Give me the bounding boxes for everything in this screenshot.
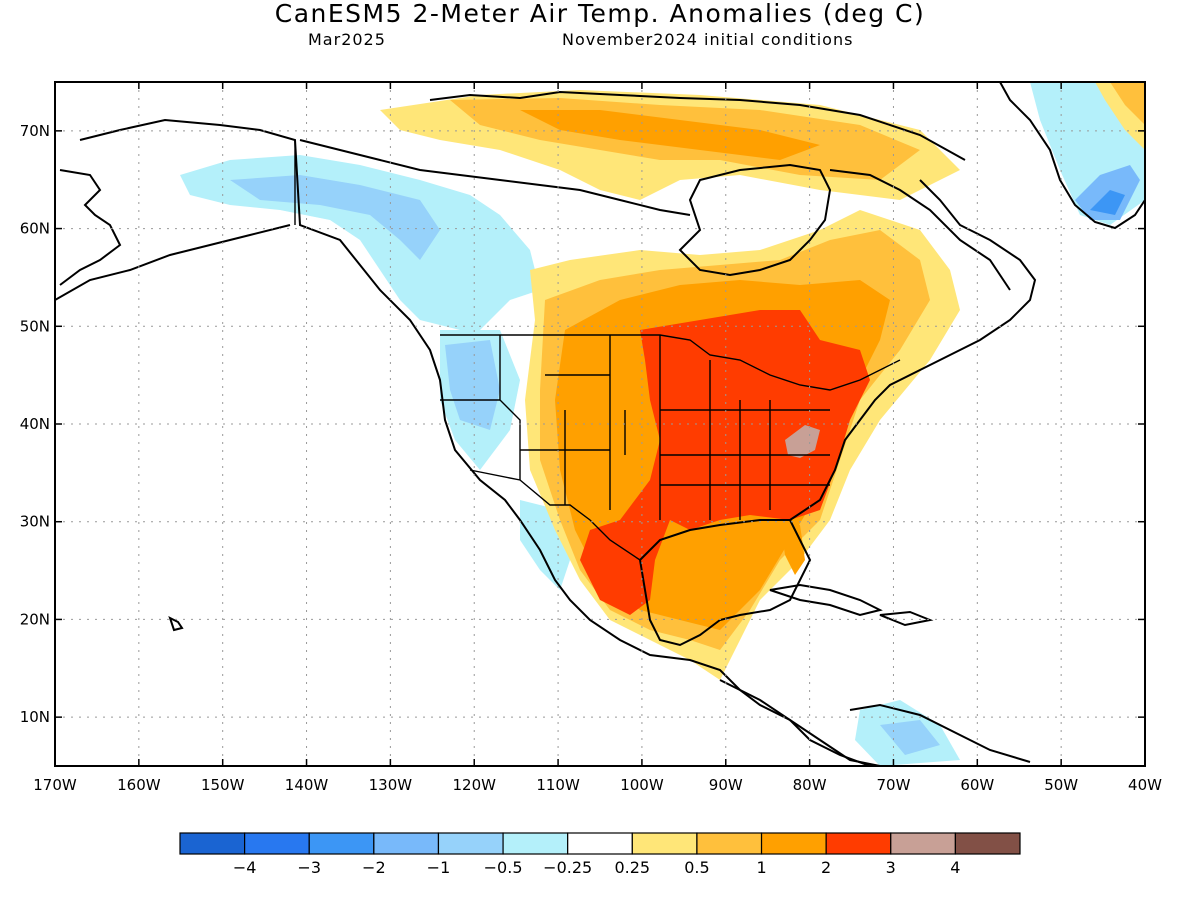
colorbar-labels: −4 −3 −2 −1 −0.5 −0.25 0.25 0.5 1 2 3 4	[233, 858, 961, 877]
atlantic-coast	[789, 179, 1037, 521]
borders	[294, 140, 901, 561]
caribbean-cold-core	[880, 720, 940, 755]
longitude-labels: 170W 160W 150W 140W 130W 120W 110W 100W 90W 80W 70…	[33, 776, 1162, 794]
colorbar-tick-label: 0.25	[614, 858, 650, 877]
appalachia-warm-peak	[785, 425, 820, 458]
colorbar-swatch	[373, 832, 440, 855]
colorbar-tick-label: 3	[886, 858, 896, 877]
colorbar-tick-label: −1	[427, 858, 451, 877]
colorbar-swatch	[179, 832, 246, 855]
greenland-cold-max	[1090, 190, 1125, 215]
lon-tick-label: 120W	[452, 776, 496, 794]
lon-tick-label: 40W	[1128, 776, 1162, 794]
lon-tick-label: 80W	[793, 776, 827, 794]
plot-frame	[54, 81, 1146, 767]
lat-tick-label: 20N	[20, 610, 50, 628]
colorbar-swatch	[954, 832, 1021, 855]
lon-tick-label: 60W	[960, 776, 994, 794]
initial-conditions: November2024 initial conditions	[562, 30, 854, 49]
lat-tick-label: 50N	[20, 317, 50, 335]
lat-tick-label: 30N	[20, 513, 50, 531]
colorbar-swatch	[696, 832, 763, 855]
alaska-cold-shading	[180, 155, 540, 350]
florida-warm	[780, 520, 805, 575]
colorbar-swatch	[890, 832, 956, 855]
colorbar-tick-label: 1	[756, 858, 766, 877]
colorbar-tick-label: −0.25	[543, 858, 592, 877]
lon-tick-label: 90W	[709, 776, 743, 794]
lat-tick-label: 40N	[20, 415, 50, 433]
colorbar-swatch	[760, 832, 827, 855]
lon-tick-label: 130W	[369, 776, 413, 794]
alaska-cold-core	[230, 175, 440, 260]
pnw-cold-core	[445, 340, 500, 430]
continent-warm-max	[580, 310, 870, 615]
colorbar-tick-label: −2	[362, 858, 386, 877]
caribbean-coast	[849, 703, 1031, 763]
labrador-coast	[829, 169, 1011, 291]
us-canada-border	[440, 334, 901, 391]
central-america-coast	[719, 679, 871, 766]
anomaly-shading	[180, 82, 1145, 766]
colorbar-tick-label: −3	[297, 858, 321, 877]
hispaniola-coast	[879, 610, 934, 627]
lon-tick-label: 170W	[33, 776, 77, 794]
lon-tick-label: 150W	[201, 776, 245, 794]
colorbar-swatch	[244, 832, 310, 855]
colorbar-swatch	[631, 832, 698, 855]
colorbar-swatch	[825, 832, 892, 855]
us-state-lines-3	[659, 335, 830, 520]
colorbar-tick-label: −0.5	[484, 858, 523, 877]
greenland-coast	[999, 82, 1145, 230]
colorbar-tick-label: 4	[950, 858, 960, 877]
alaska-south-coast	[55, 224, 291, 301]
colorbar-tick-label: 0.5	[684, 858, 709, 877]
lat-tick-label: 10N	[20, 708, 50, 726]
arctic-warm-max	[520, 110, 820, 160]
cuba-coast	[769, 583, 883, 617]
arctic-islands-coast	[429, 90, 966, 161]
lat-tick-label: 60N	[20, 220, 50, 238]
arctic-coast	[299, 139, 691, 216]
lon-tick-label: 160W	[117, 776, 161, 794]
colorbar-tick-label: 2	[821, 858, 831, 877]
alaska-west-coast	[59, 169, 122, 286]
gulf-coast	[639, 519, 812, 647]
colorbar-tick-label: −4	[233, 858, 257, 877]
lon-tick-label: 110W	[536, 776, 580, 794]
us-state-lines-4	[564, 410, 626, 505]
lon-tick-label: 50W	[1044, 776, 1078, 794]
lat-tick-label: 70N	[20, 122, 50, 140]
graticule	[54, 82, 1146, 766]
colorbar-swatch	[567, 832, 633, 855]
colorbar-swatch	[308, 832, 375, 855]
chart-title: CanESM5 2-Meter Air Temp. Anomalies (deg…	[274, 0, 926, 28]
colorbar	[179, 832, 1021, 855]
colorbar-swatch	[437, 832, 504, 855]
hawaii-coast	[168, 616, 184, 632]
lon-tick-label: 70W	[877, 776, 911, 794]
colorbar-swatch	[502, 832, 569, 855]
lon-tick-label: 100W	[620, 776, 664, 794]
hudson-bay	[678, 163, 832, 277]
lon-tick-label: 140W	[285, 776, 329, 794]
latitude-labels: 70N 60N 50N 40N 30N 20N 10N	[20, 122, 50, 726]
valid-month: Mar2025	[308, 30, 386, 49]
greenland-warm-core	[1110, 82, 1145, 125]
